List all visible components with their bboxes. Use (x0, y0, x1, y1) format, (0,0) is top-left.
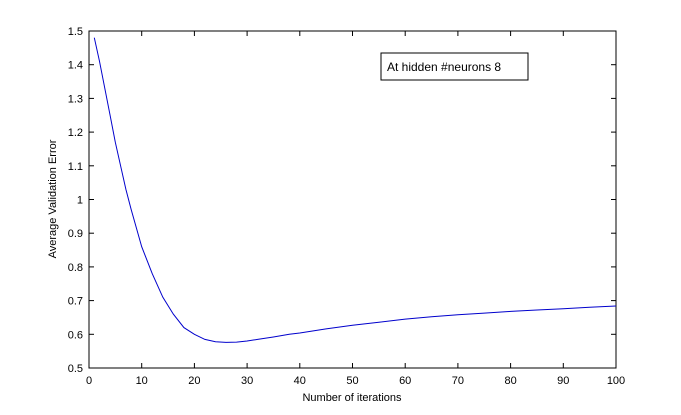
x-tick-label: 10 (136, 375, 148, 387)
x-tick-label: 90 (557, 375, 569, 387)
x-tick-label: 60 (399, 375, 411, 387)
y-tick-label: 0.6 (68, 329, 83, 341)
x-tick-label: 40 (294, 375, 306, 387)
x-axis-title: Number of iterations (302, 392, 402, 404)
y-axis-ticks: 0.5 0.6 0.7 0.8 0.9 1 1.1 1.2 1.3 1.4 1.5 (68, 26, 616, 375)
y-tick-label: 0.7 (68, 296, 83, 308)
x-tick-label: 70 (452, 375, 464, 387)
x-tick-label: 30 (241, 375, 253, 387)
y-axis-title: Average Validation Error (47, 139, 59, 258)
y-tick-label: 0.5 (68, 363, 83, 375)
y-tick-label: 1.4 (68, 60, 83, 72)
x-tick-label: 50 (346, 375, 358, 387)
y-tick-label: 1.1 (68, 161, 83, 173)
annotation-text: At hidden #neurons 8 (387, 60, 501, 74)
x-tick-label: 20 (188, 375, 200, 387)
x-axis-ticks: 0 10 20 30 40 50 60 70 80 90 100 (86, 31, 625, 387)
y-tick-label: 1.5 (68, 26, 83, 38)
y-tick-label: 1.3 (68, 93, 83, 105)
plot-area (88, 30, 617, 369)
annotation-box: At hidden #neurons 8 (380, 52, 529, 81)
series-line (93, 37, 617, 343)
annotation-box-border (380, 52, 529, 81)
y-tick-label: 0.8 (68, 262, 83, 274)
x-tick-label: 100 (607, 375, 625, 387)
y-tick-label: 1 (77, 195, 83, 207)
y-tick-label: 1.2 (68, 127, 83, 139)
x-tick-label: 0 (86, 375, 92, 387)
x-tick-label: 80 (504, 375, 516, 387)
y-tick-label: 0.9 (68, 228, 83, 240)
